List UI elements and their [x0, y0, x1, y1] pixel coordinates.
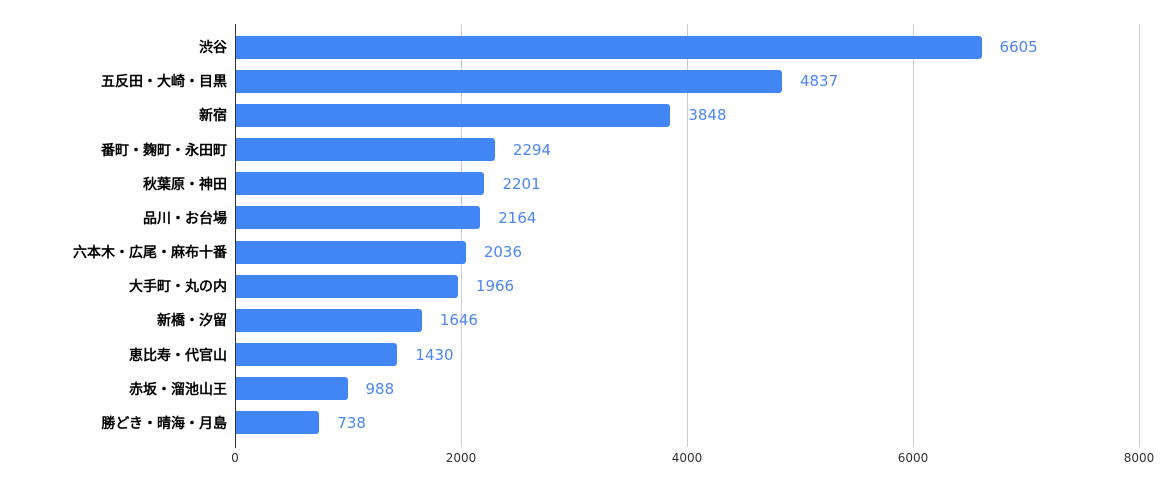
category-label: 番町・麹町・永田町	[101, 142, 227, 159]
gridline	[461, 24, 462, 447]
category-label: 品川・お台場	[143, 210, 227, 227]
bar-value-label: 6605	[999, 38, 1038, 57]
bar-row: 2036	[236, 235, 1139, 269]
category-label: 渋谷	[199, 40, 227, 57]
bar[interactable]	[236, 172, 485, 196]
bar-row: 3848	[236, 98, 1139, 132]
bar-value-label: 4837	[799, 72, 839, 91]
category-label: 恵比寿・代官山	[129, 347, 227, 364]
bar[interactable]	[236, 377, 348, 401]
x-axis-tick-label: 4000	[671, 451, 703, 465]
category-label: 秋葉原・神田	[143, 176, 227, 193]
bar[interactable]	[236, 69, 782, 93]
bar-value-label: 1430	[415, 345, 454, 364]
bar[interactable]	[236, 35, 982, 59]
bar[interactable]	[236, 274, 458, 298]
axis-baseline	[235, 24, 236, 448]
category-label: 五反田・大崎・目黒	[101, 74, 227, 91]
gridline	[913, 24, 914, 447]
bar-row: 1646	[236, 303, 1139, 337]
bar[interactable]	[236, 308, 422, 332]
bar-value-label: 1966	[475, 277, 515, 296]
x-axis-tick-label: 6000	[897, 451, 929, 465]
bar[interactable]	[236, 206, 481, 230]
category-label: 大手町・丸の内	[129, 279, 227, 296]
category-label: 新宿	[199, 108, 227, 125]
bar-value-label: 988	[365, 379, 395, 398]
category-label: 新橋・汐留	[157, 313, 227, 330]
bar-value-label: 1646	[439, 311, 478, 330]
x-axis-tick-label: 0	[231, 451, 239, 465]
category-label: 赤坂・溜池山王	[129, 381, 227, 398]
bar-row: 988	[236, 372, 1139, 406]
plot-area: 6605 4837 3848 2294 2201 2164 2036 1966 1646 1430…	[236, 30, 1139, 440]
bar[interactable]	[236, 138, 495, 162]
bar-row: 2164	[236, 201, 1139, 235]
bar-value-label: 738	[337, 413, 366, 432]
bar-value-label: 2164	[498, 208, 537, 227]
bar-row: 2201	[236, 167, 1139, 201]
category-axis: 渋谷五反田・大崎・目黒新宿番町・麹町・永田町秋葉原・神田 品川・お台場六本木・広尾…	[0, 30, 227, 440]
bar-value-label: 2294	[512, 140, 552, 159]
bar-value-label: 2201	[502, 174, 541, 193]
bar-row: 6605	[236, 30, 1139, 64]
bar-row: 1430	[236, 338, 1139, 372]
gridline	[1139, 24, 1140, 447]
bar[interactable]	[236, 240, 466, 264]
bar[interactable]	[236, 411, 320, 435]
bar-row: 1966	[236, 269, 1139, 303]
bar-value-label: 2036	[483, 243, 522, 262]
bar-row: 738	[236, 406, 1139, 440]
bar-row: 2294	[236, 133, 1139, 167]
x-axis-tick-label: 2000	[445, 451, 477, 465]
x-axis-tick-label: 8000	[1123, 451, 1155, 465]
bar[interactable]	[236, 103, 671, 127]
category-label: 六本木・広尾・麻布十番	[73, 245, 227, 262]
gridline	[687, 24, 688, 447]
bar[interactable]	[236, 343, 398, 367]
bar-row: 4837	[236, 64, 1139, 98]
category-label: 勝どき・晴海・月島	[101, 415, 227, 432]
bar-value-label: 3848	[688, 106, 727, 125]
